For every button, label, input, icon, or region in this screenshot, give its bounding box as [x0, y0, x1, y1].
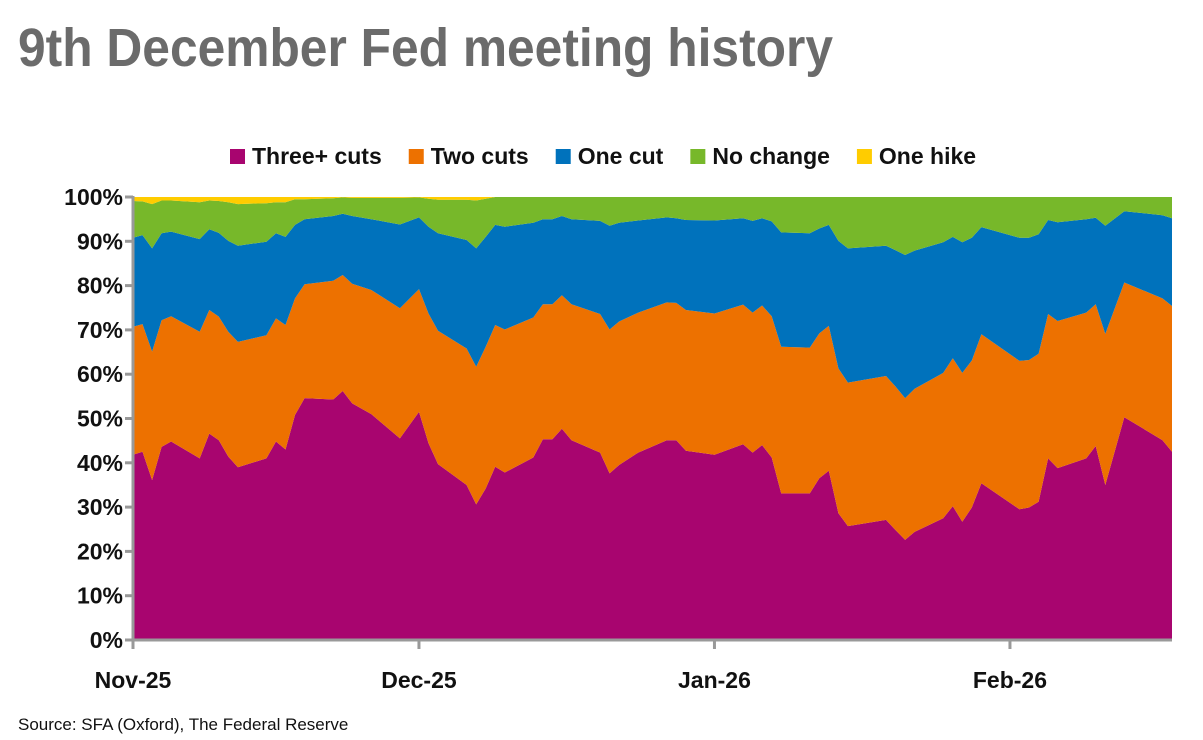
legend-swatch	[408, 149, 424, 164]
legend-label: Two cuts	[431, 143, 529, 169]
y-tick-label: 10%	[77, 583, 123, 609]
y-tick-label: 70%	[77, 317, 123, 343]
y-tick-label: 0%	[90, 627, 123, 653]
y-tick-label: 50%	[77, 406, 123, 432]
area-two-cuts	[133, 275, 1172, 540]
y-tick-label: 40%	[77, 450, 123, 476]
legend-label: One hike	[879, 143, 976, 169]
source-note: Source: SFA (Oxford), The Federal Reserv…	[18, 715, 348, 734]
x-tick-label: Nov-25	[95, 667, 172, 693]
plot-area	[133, 197, 1172, 640]
y-tick-label: 100%	[64, 184, 123, 210]
legend-swatch	[555, 149, 571, 164]
legend: Three+ cuts Two cuts One cut No change One h…	[230, 143, 976, 169]
y-tick-label: 90%	[77, 228, 123, 254]
area-three-cuts	[133, 391, 1172, 640]
x-tick-label: Jan-26	[678, 667, 751, 693]
legend-item: One hike	[856, 143, 976, 169]
legend-item: One cut	[555, 143, 664, 169]
legend-swatch	[230, 149, 245, 164]
x-tick-label: Dec-25	[381, 667, 457, 693]
y-tick-label: 80%	[77, 273, 123, 299]
chart-title: 9th December Fed meeting history	[18, 18, 833, 78]
legend-item: Two cuts	[408, 143, 529, 169]
x-tick-label: Feb-26	[973, 667, 1047, 693]
area-no-change	[133, 197, 1172, 255]
legend-label: Three+ cuts	[252, 143, 382, 169]
legend-item: No change	[690, 143, 830, 169]
y-tick-label: 60%	[77, 361, 123, 387]
legend-swatch	[856, 149, 872, 164]
area-one-hike	[133, 197, 1172, 205]
area-one-cut	[133, 211, 1172, 399]
y-tick-label: 30%	[77, 494, 123, 520]
legend-label: No change	[712, 143, 830, 169]
legend-item: Three+ cuts	[230, 143, 382, 169]
legend-label: One cut	[578, 143, 664, 169]
legend-swatch	[690, 149, 706, 164]
axes: 0% 10% 20% 30% 40% 50% 60% 70% 80% 90% 100% Nov-25 D…	[64, 184, 1172, 693]
y-tick-label: 20%	[77, 538, 123, 564]
